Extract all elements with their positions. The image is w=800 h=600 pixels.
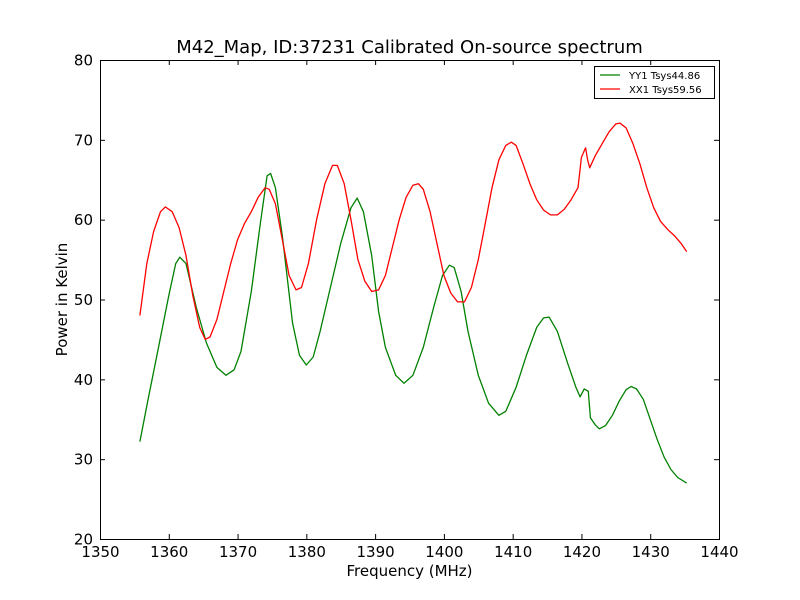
x-tick-label: 1410 — [494, 543, 532, 561]
x-tick-label: 1420 — [563, 543, 601, 561]
ticks-layer: 1350 1360 1370 1380 1390 1400 1410 1420 1430 1440… — [74, 52, 739, 562]
legend-label-xx1: XX1 Tsys59.56 — [629, 85, 702, 96]
y-tick-label: 60 — [74, 211, 93, 229]
series-layer — [139, 122, 688, 484]
legend-label-yy1: YY1 Tsys44.86 — [628, 71, 700, 82]
x-axis-title: Frequency (MHz) — [346, 562, 472, 580]
legend-box — [594, 66, 715, 99]
x-tick-label: 1360 — [150, 543, 188, 561]
series-line-xx1 — [139, 122, 688, 341]
x-tick-label: 1370 — [219, 543, 257, 561]
x-tick-label: 1440 — [700, 543, 738, 561]
x-tick-label: 1430 — [632, 543, 670, 561]
y-tick-label: 50 — [74, 291, 93, 309]
y-axis-title: Power in Kelvin — [53, 243, 71, 357]
y-tick-label: 30 — [74, 451, 93, 469]
series-line-yy1 — [139, 172, 688, 484]
legend: YY1 Tsys44.86 XX1 Tsys59.56 — [594, 66, 715, 99]
y-tick-label: 70 — [74, 131, 93, 149]
x-tick-label: 1350 — [81, 543, 119, 561]
y-tick-label: 20 — [74, 531, 93, 549]
x-tick-label: 1400 — [425, 543, 463, 561]
y-tick-label: 80 — [74, 52, 93, 70]
x-tick-label: 1380 — [288, 543, 326, 561]
x-tick-label: 1390 — [357, 543, 395, 561]
y-tick-label: 40 — [74, 371, 93, 389]
plot-area — [100, 60, 719, 539]
chart-title: M42_Map, ID:37231 Calibrated On-source s… — [176, 37, 643, 58]
